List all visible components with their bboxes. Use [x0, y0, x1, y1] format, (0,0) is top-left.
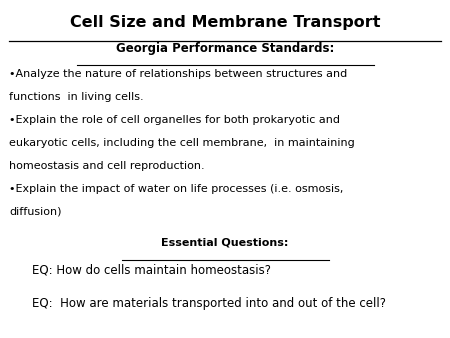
- Text: •Analyze the nature of relationships between structures and: •Analyze the nature of relationships bet…: [9, 69, 347, 79]
- Text: Essential Questions:: Essential Questions:: [161, 238, 289, 248]
- Text: •Explain the role of cell organelles for both prokaryotic and: •Explain the role of cell organelles for…: [9, 115, 340, 125]
- Text: diffusion): diffusion): [9, 207, 62, 217]
- Text: Cell Size and Membrane Transport: Cell Size and Membrane Transport: [70, 15, 380, 30]
- Text: eukaryotic cells, including the cell membrane,  in maintaining: eukaryotic cells, including the cell mem…: [9, 138, 355, 148]
- Text: homeostasis and cell reproduction.: homeostasis and cell reproduction.: [9, 161, 205, 171]
- Text: EQ:  How are materials transported into and out of the cell?: EQ: How are materials transported into a…: [32, 297, 386, 310]
- Text: Georgia Performance Standards:: Georgia Performance Standards:: [116, 42, 334, 55]
- Text: functions  in living cells.: functions in living cells.: [9, 92, 144, 102]
- Text: EQ: How do cells maintain homeostasis?: EQ: How do cells maintain homeostasis?: [32, 263, 270, 276]
- Text: •Explain the impact of water on life processes (i.e. osmosis,: •Explain the impact of water on life pro…: [9, 184, 343, 194]
